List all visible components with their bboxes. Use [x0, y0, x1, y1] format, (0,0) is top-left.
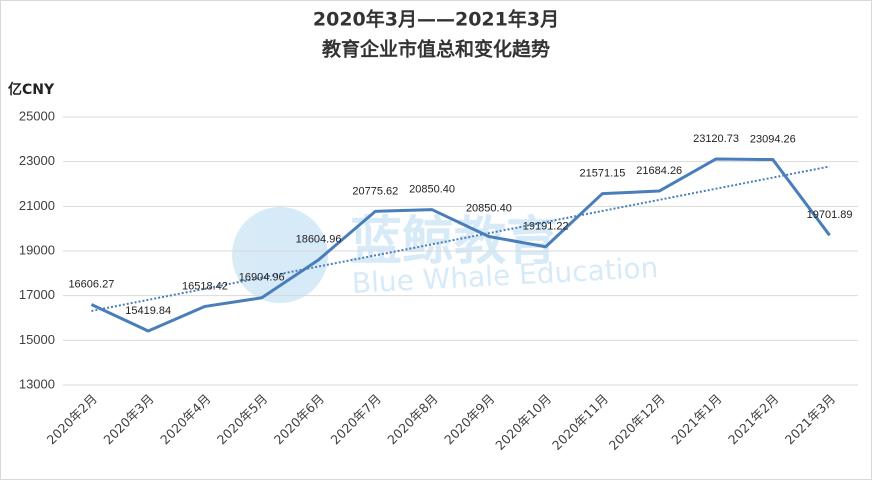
line	[90, 157, 831, 333]
data-label: 23120.73	[693, 133, 739, 145]
data-label: 16606.27	[68, 278, 114, 290]
data-label: 19191.22	[523, 221, 569, 233]
data-label: 23094.26	[750, 133, 796, 145]
data-label: 20850.40	[409, 184, 455, 196]
data-label: 21571.15	[580, 167, 626, 179]
data-label: 16518.42	[182, 280, 228, 292]
data-label: 21684.26	[636, 165, 682, 177]
data-label: 18604.96	[296, 234, 342, 246]
watermark-logo	[232, 207, 328, 303]
chart-title: 2020年3月——2021年3月	[313, 8, 559, 31]
data-label: 19701.89	[807, 209, 853, 221]
y-tick-label: 21000	[19, 198, 55, 213]
y-tick-label: 13000	[19, 376, 55, 391]
annotation: 20850.40	[466, 202, 512, 214]
data-label: 15419.84	[125, 305, 171, 317]
y-tick-label: 23000	[19, 153, 55, 168]
y-axis-label: 亿CNY	[8, 81, 55, 98]
data-label: 16904.96	[239, 272, 285, 284]
y-tick-label: 25000	[19, 108, 55, 123]
y-tick-label: 17000	[19, 287, 55, 302]
y-tick-label: 15000	[19, 332, 55, 347]
data-label: 20775.62	[352, 185, 398, 197]
chart-subtitle: 教育企业市值总和变化趋势	[322, 38, 550, 61]
y-tick-label: 19000	[19, 242, 55, 257]
trendline	[91, 165, 830, 312]
